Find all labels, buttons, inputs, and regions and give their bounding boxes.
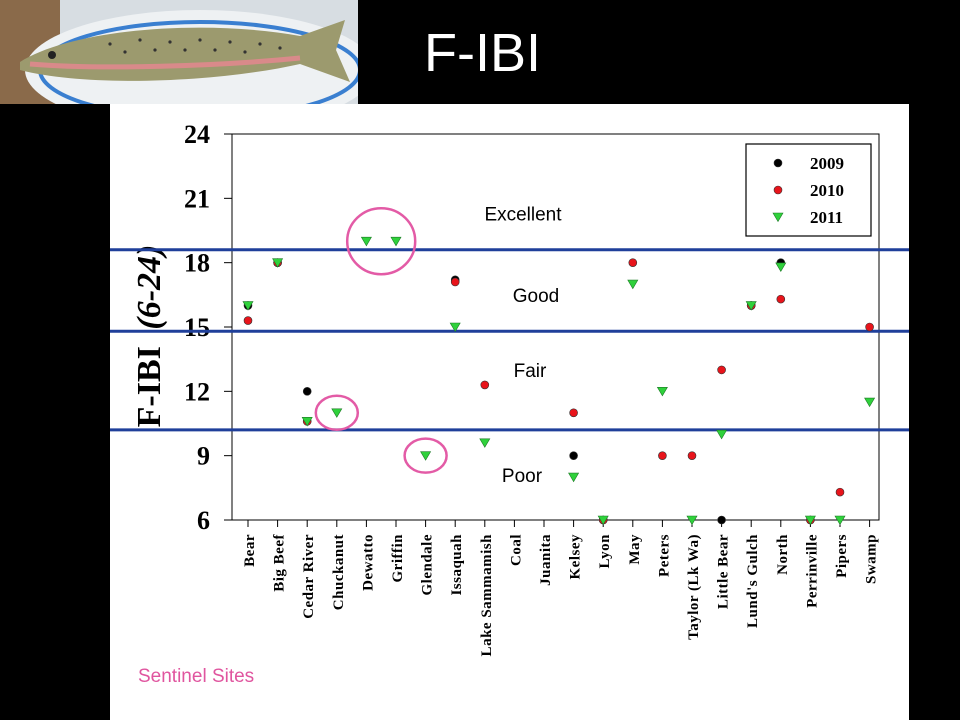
y-tick-label: 9 [197, 442, 210, 471]
data-point-2010 [658, 451, 667, 460]
data-point-2011 [686, 515, 698, 526]
data-point-2011 [420, 451, 432, 461]
x-category-label: Big Beef [272, 534, 288, 592]
data-point-2011 [597, 515, 609, 526]
data-point-2010 [865, 322, 874, 332]
data-point-2011 [716, 429, 728, 440]
legend-label-2011: 2011 [810, 208, 843, 227]
legend-marker-2009 [773, 158, 783, 168]
y-tick-label: 21 [184, 184, 210, 213]
zone-label-poor: Poor [502, 466, 543, 487]
data-point-2010 [450, 277, 460, 287]
legend-label-2010: 2010 [810, 181, 844, 200]
data-point-2011 [568, 472, 580, 483]
x-category-label: Lund's Gulch [745, 534, 761, 628]
data-point-2010 [717, 365, 726, 375]
x-category-label: Dewatto [360, 534, 376, 591]
y-axis-label-range: (6-24) [131, 245, 168, 330]
x-category-label: North [775, 534, 791, 575]
slide-title: F-IBI [424, 23, 541, 83]
fibi-scatter-chart: F-IBI (6-24) 6 9 12 15 18 21 24 Bear Big Beef Ced… [110, 120, 909, 657]
x-category-label: Coal [508, 534, 524, 566]
x-category-label: Juanita [538, 534, 554, 586]
data-point-2010 [687, 451, 697, 460]
legend-marker-2010 [773, 185, 783, 195]
data-point-2010 [243, 316, 253, 325]
y-tick-label: 12 [184, 377, 210, 406]
x-category-label: May [627, 534, 643, 565]
data-point-2009 [569, 451, 578, 460]
legend-marker-2011 [772, 212, 784, 223]
x-category-label: Griffin [390, 534, 406, 583]
trout-photo [0, 0, 358, 104]
x-category-label: Little Bear [716, 534, 732, 609]
x-category-label: Glendale [420, 534, 436, 596]
x-category-label: Peters [656, 534, 672, 577]
data-point-2011 [390, 236, 402, 247]
legend-box [745, 143, 872, 237]
y-axis-label-main: F-IBI [131, 346, 168, 427]
data-point-2011 [834, 515, 846, 526]
highlight-circle [314, 394, 360, 432]
zone-label-fair: Fair [514, 361, 547, 382]
data-point-2010 [569, 408, 578, 418]
data-point-2011 [775, 262, 787, 273]
x-category-label: Issaquah [449, 534, 465, 596]
x-category-label: Lake Sammamish [479, 534, 495, 657]
highlight-circle [345, 206, 417, 276]
data-point-2011 [331, 408, 343, 418]
x-category-label: Lyon [597, 534, 613, 569]
data-point-2010 [835, 487, 845, 497]
data-point-2011 [627, 279, 639, 290]
y-tick-label: 15 [184, 313, 210, 342]
data-point-2010 [480, 380, 490, 390]
x-category-label: Perrinville [804, 534, 820, 608]
sentinel-sites-label: Sentinel Sites [138, 666, 255, 687]
data-point-2009 [302, 387, 312, 396]
data-point-2011 [449, 322, 461, 333]
x-category-label: Taylor (Lk Wa) [686, 534, 702, 640]
data-point-2011 [745, 301, 757, 311]
data-point-2011 [242, 301, 254, 311]
data-point-2011 [272, 258, 284, 268]
data-point-2011 [479, 438, 491, 448]
x-category-label: Cedar River [301, 534, 317, 619]
x-category-label: Bear [242, 534, 258, 567]
zone-label-good: Good [513, 286, 559, 307]
y-tick-label: 6 [197, 506, 210, 535]
data-point-2011 [804, 515, 816, 526]
data-point-2009 [717, 515, 726, 525]
highlight-circle [403, 437, 448, 474]
data-point-2011 [301, 417, 313, 427]
x-category-label: Pipers [834, 534, 850, 578]
data-point-2011 [656, 387, 668, 397]
data-point-2010 [776, 294, 786, 304]
legend-label-2009: 2009 [810, 154, 844, 173]
data-point-2011 [864, 397, 876, 408]
x-category-label: Kelsey [568, 534, 584, 580]
data-point-2010 [628, 258, 638, 267]
y-tick-label: 18 [184, 249, 210, 278]
y-tick-label: 24 [184, 120, 210, 149]
zone-label-excellent: Excellent [484, 204, 562, 225]
y-axis-label: F-IBI (6-24) [131, 245, 168, 428]
x-category-label: Chuckanut [331, 534, 347, 610]
chart-panel: F-IBI (6-24) 6 9 12 15 18 21 24 Bear Big Beef Ced… [110, 104, 909, 720]
x-category-label: Swamp [864, 534, 880, 584]
data-point-2011 [360, 236, 372, 247]
